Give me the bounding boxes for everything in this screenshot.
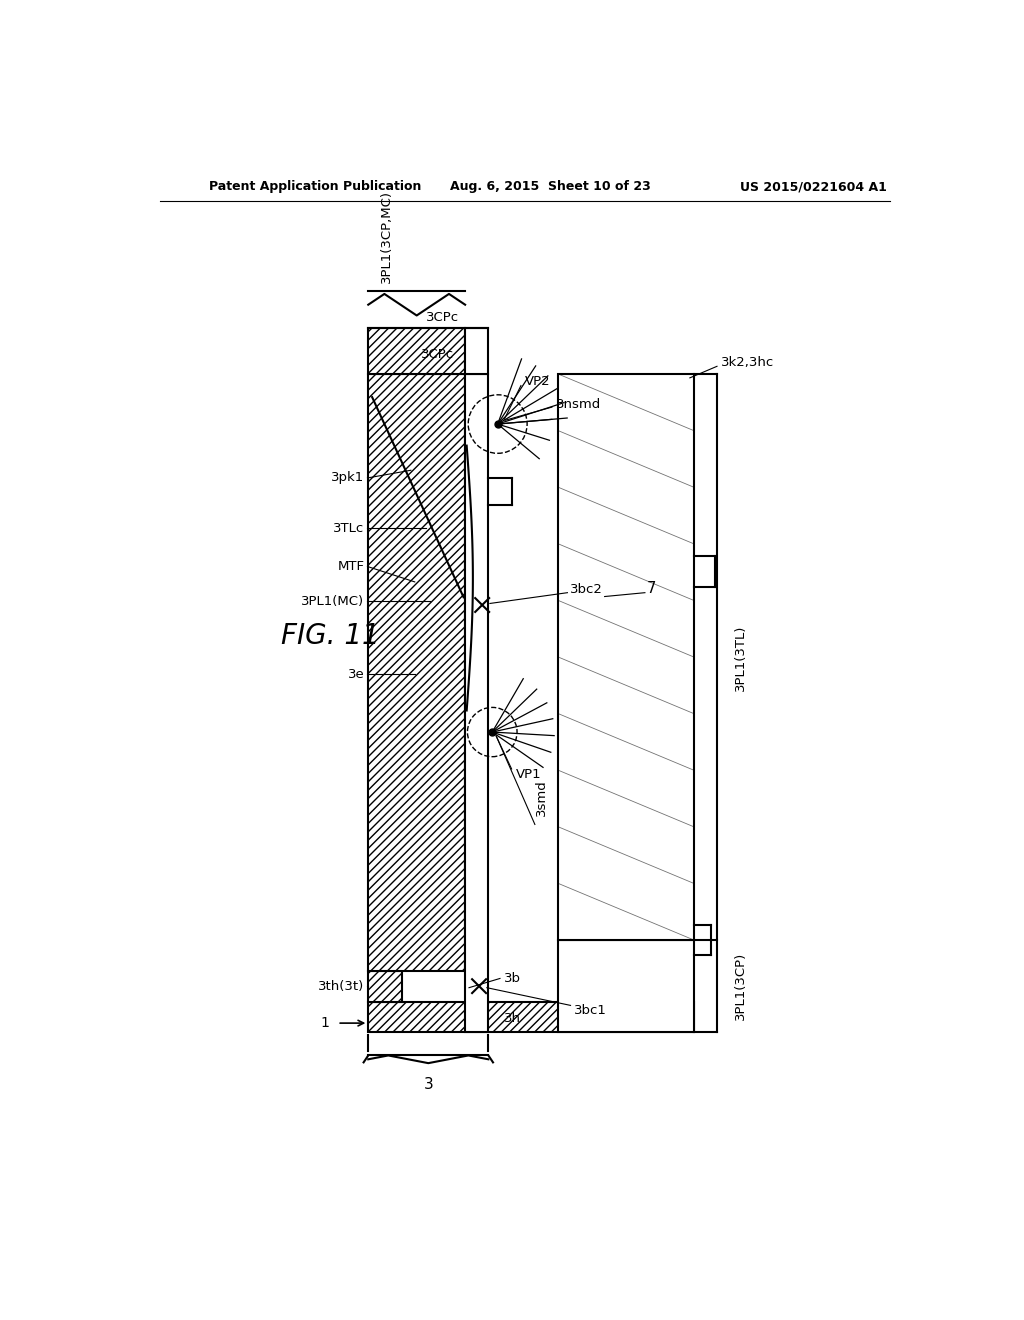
Bar	[465, 327, 488, 374]
Text: 3PL1(3CP,MC): 3PL1(3CP,MC)	[380, 190, 393, 284]
Text: US 2015/0221604 A1: US 2015/0221604 A1	[740, 181, 887, 194]
Bar	[369, 374, 465, 970]
Bar	[369, 327, 465, 374]
Text: 3CPc: 3CPc	[421, 348, 454, 362]
Bar	[369, 327, 465, 374]
Text: 3PL1(3TL): 3PL1(3TL)	[734, 624, 746, 690]
Text: 3PL1(3CP): 3PL1(3CP)	[734, 952, 746, 1020]
Text: 3k2,3hc: 3k2,3hc	[721, 356, 774, 370]
Bar	[558, 374, 693, 940]
Bar	[465, 374, 488, 1032]
Text: 3smd: 3smd	[535, 779, 548, 816]
Text: 3h: 3h	[504, 1012, 521, 1026]
Text: MTF: MTF	[337, 560, 365, 573]
Text: 3pk1: 3pk1	[331, 471, 365, 484]
Bar	[369, 1002, 693, 1032]
Text: 3b: 3b	[504, 972, 521, 985]
Bar	[369, 374, 465, 970]
Text: 1: 1	[321, 1016, 330, 1030]
Bar	[369, 970, 401, 1002]
Bar	[558, 940, 693, 1032]
Text: FIG. 11: FIG. 11	[282, 622, 380, 649]
Text: 3th(3t): 3th(3t)	[318, 979, 365, 993]
Text: Patent Application Publication: Patent Application Publication	[209, 181, 422, 194]
Text: 3TLc: 3TLc	[333, 521, 365, 535]
Text: 3bc1: 3bc1	[573, 1005, 606, 1018]
Text: 3nsmd: 3nsmd	[556, 399, 601, 412]
Text: Aug. 6, 2015  Sheet 10 of 23: Aug. 6, 2015 Sheet 10 of 23	[450, 181, 650, 194]
Text: 7: 7	[647, 581, 656, 597]
Text: 3e: 3e	[347, 668, 365, 681]
Text: VP1: VP1	[515, 768, 541, 781]
Text: VP2: VP2	[524, 375, 551, 388]
Bar	[369, 970, 401, 1002]
Text: 3PL1(MC): 3PL1(MC)	[301, 594, 365, 607]
Text: 3bc2: 3bc2	[569, 583, 603, 597]
Text: 3: 3	[424, 1077, 433, 1092]
Bar	[369, 1002, 693, 1032]
Text: 3CPc: 3CPc	[426, 312, 460, 323]
